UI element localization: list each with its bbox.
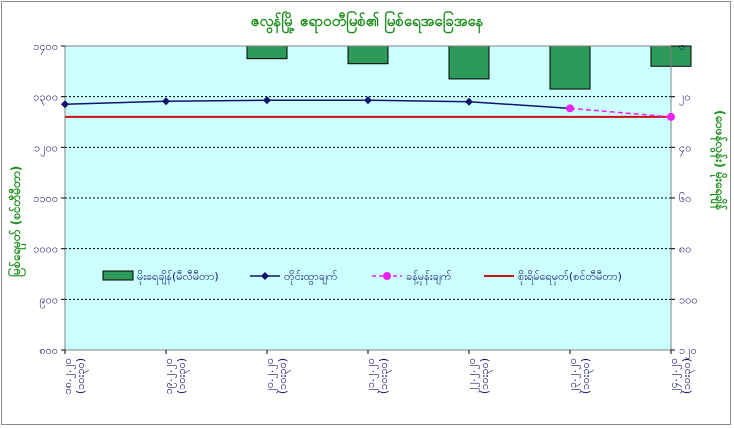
left-tick-label: ၁၃၀၀: [33, 91, 58, 106]
legend-marker: [383, 272, 391, 280]
right-tick-label: ၈၀: [679, 243, 691, 256]
observed-point: [162, 97, 170, 106]
observed-point: [364, 96, 372, 105]
observed-point: [263, 96, 271, 105]
legend-marker: [261, 272, 269, 280]
x-tick-label: ၂၂.၂.၂၀(၁၀း၃၀): [465, 358, 493, 394]
x-tick-label: ၂၀.၂.၂၀(၁၀း၃၀): [263, 358, 291, 394]
forecast-point: [566, 104, 574, 113]
forecast-line: [569, 107, 672, 118]
legend-label: မိုးရေချိန်(မီလီမီတာ): [137, 270, 219, 285]
left-tick-label: ၁၄၀၀: [33, 40, 58, 55]
left-tick-label: ၉၀၀: [39, 293, 58, 308]
observed-point: [61, 100, 69, 109]
x-tick-label: ၁၉.၂.၂၀(၁၀း၃၀): [162, 358, 190, 394]
right-tick-label: ၀: [679, 40, 685, 53]
rain-bar: [448, 45, 490, 80]
right-tick-label: ၁၀၀: [679, 293, 698, 306]
x-tick-label: ၂၁.၂.၂၀(၁၀း၃၀): [364, 358, 392, 394]
left-tick-label: ၁၀၀၀: [33, 243, 58, 256]
plot-area: [65, 46, 671, 350]
legend-swatch: [102, 270, 134, 281]
observed-line: [64, 99, 571, 110]
legend-label: စိုးရိမ်ရေမှတ်(စင်တီမီတာ): [518, 270, 622, 285]
right-tick-label: ၂၀: [679, 91, 691, 106]
chart-title: ဇလွန်မြို့ ဧရာဝတီမြစ်၏ မြစ်ရေအခြေအနေ: [250, 12, 484, 30]
x-tick-label: ၂၄.၂.၂၀(၁၀း၃၀): [667, 358, 695, 394]
left-tick-label: ၈၀၀: [39, 344, 58, 357]
x-tick-label: ၁၈.၂.၂၀(၁၀း၃၀): [61, 358, 89, 394]
rain-bar: [549, 45, 591, 90]
left-tick-label: ၁၂၀၀: [34, 141, 58, 156]
legend-label: ခန့်မှန်းချက်: [406, 270, 452, 285]
right-tick-label: ၁၂၀: [679, 344, 697, 359]
observed-point: [465, 97, 473, 106]
rain-bar: [347, 45, 389, 65]
x-tick-label: ၂၃.၂.၂၀(၁၀း၃၀): [566, 358, 594, 394]
left-tick-label: ၁၁၀၀: [33, 192, 58, 205]
right-tick-label: ၄၀: [679, 141, 691, 156]
forecast-point: [667, 112, 675, 121]
right-tick-label: ၆၀: [679, 192, 691, 205]
rain-bar: [246, 45, 288, 60]
legend-label: တိုင်းထွာချက်: [284, 270, 338, 285]
